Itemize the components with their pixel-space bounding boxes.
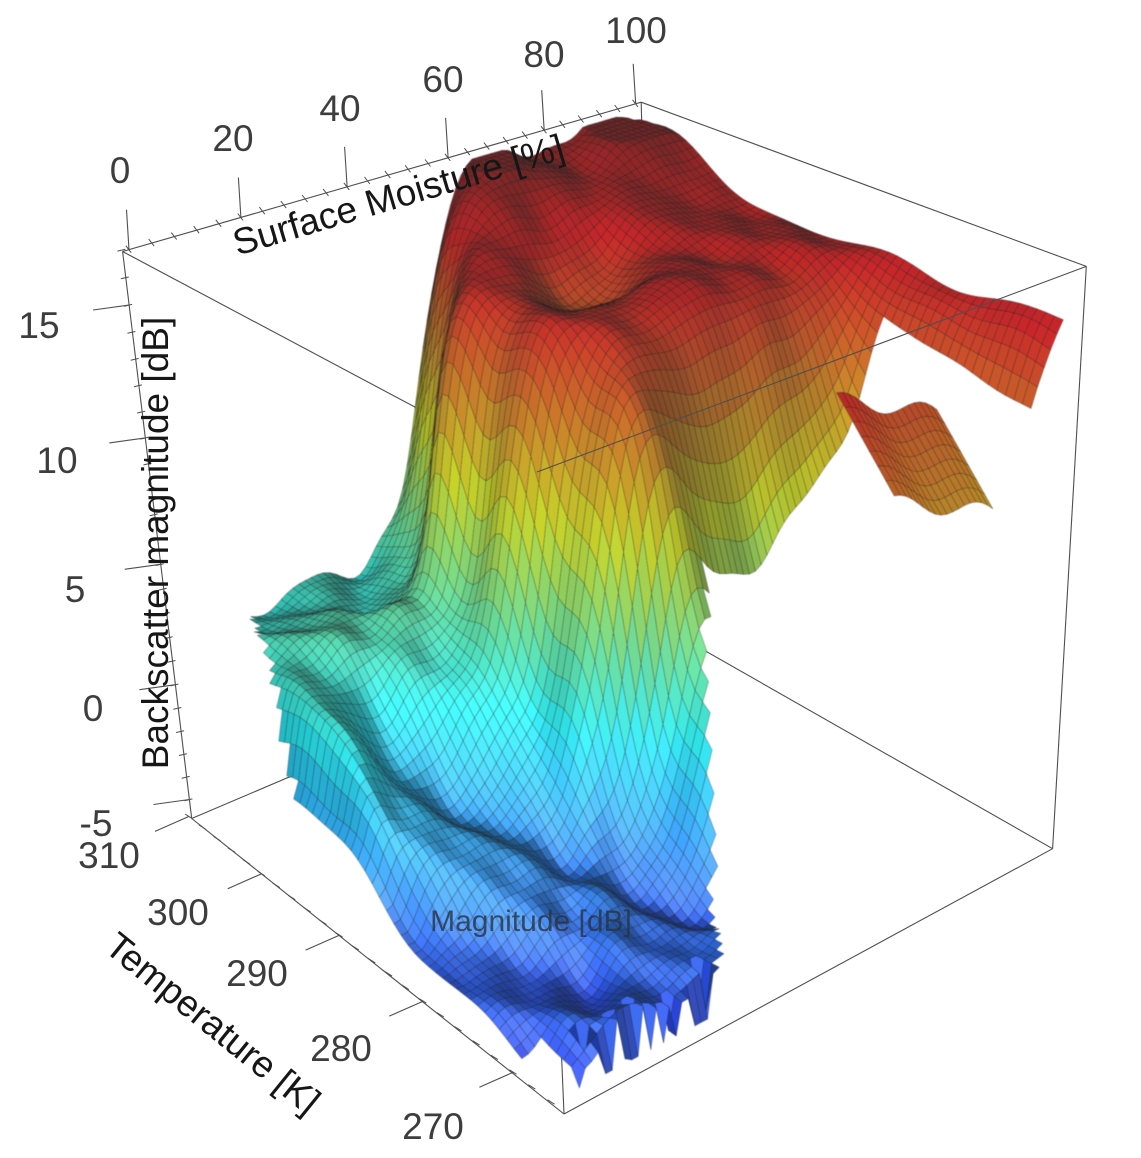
svg-text:100: 100 xyxy=(605,10,667,51)
svg-text:300: 300 xyxy=(147,892,209,933)
svg-text:Magnitude [dB]: Magnitude [dB] xyxy=(430,905,632,938)
svg-text:0: 0 xyxy=(83,688,104,729)
svg-text:40: 40 xyxy=(319,88,360,129)
svg-text:280: 280 xyxy=(310,1028,372,1069)
svg-text:310: 310 xyxy=(78,835,140,876)
svg-text:-5: -5 xyxy=(80,803,113,844)
svg-text:60: 60 xyxy=(422,59,463,100)
svg-text:15: 15 xyxy=(18,305,59,346)
svg-text:80: 80 xyxy=(523,34,564,75)
svg-text:0: 0 xyxy=(110,150,131,191)
svg-text:Backscatter magnitude [dB]: Backscatter magnitude [dB] xyxy=(135,317,176,769)
svg-text:5: 5 xyxy=(65,569,86,610)
svg-text:270: 270 xyxy=(402,1106,464,1147)
svg-text:290: 290 xyxy=(226,953,288,994)
svg-text:20: 20 xyxy=(212,118,253,159)
svg-text:10: 10 xyxy=(36,440,77,481)
